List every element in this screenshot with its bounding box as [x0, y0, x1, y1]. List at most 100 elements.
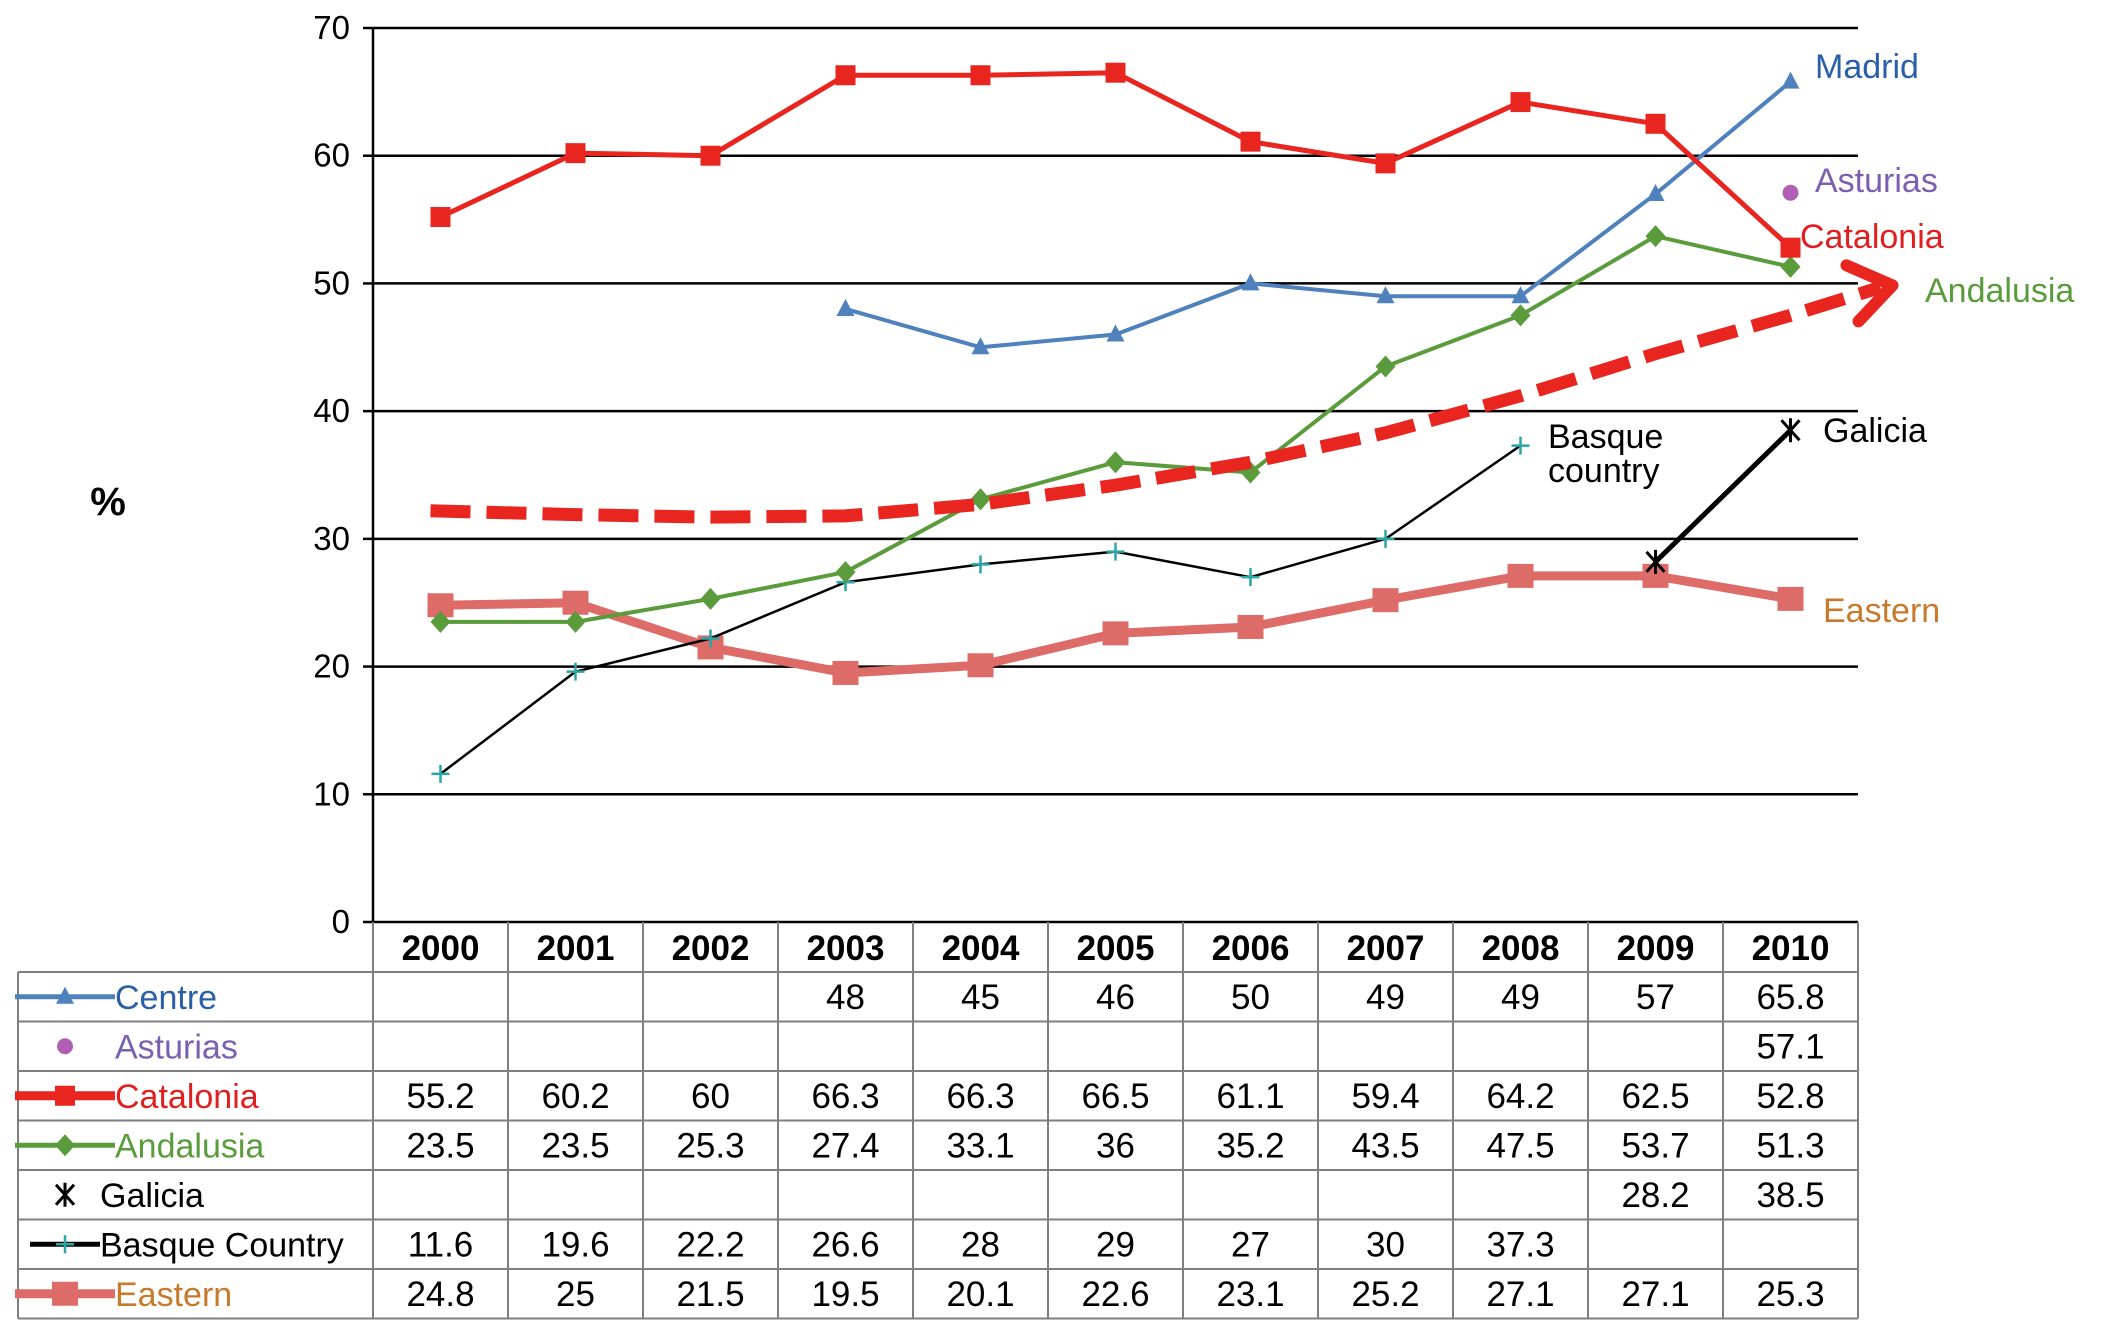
table-header-year: 2004	[942, 929, 1020, 968]
series-layer	[427, 62, 1804, 783]
marker-square	[1510, 92, 1531, 113]
table-cell: 53.7	[1621, 1126, 1689, 1165]
table-cell: 11.6	[408, 1225, 474, 1264]
marker-square	[1645, 113, 1666, 134]
marker-square	[1777, 586, 1804, 611]
table-cell: 47.5	[1486, 1126, 1554, 1165]
table-cell: 43.5	[1351, 1126, 1419, 1165]
table-cell: 29	[1096, 1225, 1135, 1264]
table-header-year: 2006	[1212, 929, 1290, 968]
table-cell: 60	[691, 1077, 730, 1116]
marker-triangle	[1781, 71, 1800, 89]
marker-diamond	[430, 610, 451, 633]
marker-triangle	[1646, 184, 1665, 202]
marker-square	[967, 653, 994, 678]
marker-plus	[56, 1235, 74, 1254]
marker-square	[1780, 237, 1801, 258]
legend-marker	[57, 1038, 73, 1055]
y-tick-label: 40	[313, 392, 350, 429]
table-cell: 24.8	[406, 1275, 474, 1314]
table-header-year: 2003	[807, 929, 885, 968]
table-row-label: Catalonia	[115, 1078, 259, 1116]
marker-square	[970, 65, 991, 86]
marker-square	[1102, 621, 1129, 646]
y-tick-label: 50	[313, 264, 350, 301]
table-header-year: 2008	[1482, 929, 1560, 968]
marker-asterisk	[1645, 549, 1666, 574]
table-cell: 60.2	[541, 1077, 609, 1116]
table-cell: 62.5	[1621, 1077, 1689, 1116]
marker-triangle	[1241, 273, 1260, 291]
table-header-year: 2005	[1077, 929, 1155, 968]
table-cell: 55.2	[406, 1077, 474, 1116]
table-header-year: 2009	[1617, 929, 1695, 968]
table-cell: 46	[1096, 978, 1135, 1017]
table-cell: 30	[1366, 1225, 1405, 1264]
table-row-label: Centre	[115, 979, 217, 1017]
table-cell: 50	[1231, 978, 1270, 1017]
table-cell: 28	[961, 1225, 1000, 1264]
marker-diamond	[565, 610, 586, 633]
table-cell: 66.3	[946, 1077, 1014, 1116]
marker-square	[55, 1085, 75, 1106]
table-cell: 23.5	[541, 1126, 609, 1165]
marker-square	[835, 65, 856, 86]
table-header-year: 2010	[1752, 929, 1830, 968]
marker-diamond	[700, 587, 721, 610]
marker-diamond	[1510, 304, 1531, 327]
series-line	[439, 70, 1793, 250]
marker-square	[52, 1281, 78, 1306]
table-cell: 27.1	[1621, 1275, 1689, 1314]
trend-arrow	[430, 259, 1899, 524]
series-andalusia	[430, 225, 1801, 633]
marker-diamond	[1375, 355, 1396, 378]
y-axis-label: %	[90, 480, 126, 524]
marker-diamond	[1780, 255, 1801, 278]
y-tick-label: 20	[313, 648, 350, 685]
y-tick-label: 30	[313, 520, 350, 557]
table-header-year: 2001	[537, 929, 615, 968]
end-label-galicia: Galicia	[1823, 412, 1927, 450]
table-cell: 52.8	[1756, 1077, 1824, 1116]
marker-plus	[1376, 529, 1395, 548]
end-label-basque-country: country	[1548, 452, 1660, 490]
table-cell: 25	[556, 1275, 595, 1314]
trend-arrowhead	[1840, 259, 1899, 328]
marker-plus	[1106, 542, 1125, 561]
y-tick-label: 60	[313, 137, 350, 174]
table-cell: 20.1	[946, 1275, 1014, 1314]
table-cell: 38.5	[1756, 1176, 1824, 1215]
marker-square	[1372, 588, 1399, 613]
marker-plus	[1241, 568, 1260, 587]
marker-plus	[431, 764, 450, 783]
legend-key-asturias	[57, 1038, 73, 1055]
end-label-centre: Madrid	[1815, 48, 1919, 86]
series-centre	[836, 71, 1800, 355]
marker-diamond	[55, 1134, 75, 1157]
table-cell: 66.5	[1081, 1077, 1149, 1116]
table-cell: 65.8	[1756, 978, 1824, 1017]
marker-square	[430, 207, 451, 228]
table-cell: 35.2	[1216, 1126, 1284, 1165]
marker-triangle	[1376, 286, 1395, 304]
marker-square	[1375, 153, 1396, 174]
table-cell: 19.6	[541, 1225, 609, 1264]
table-cell: 57	[1636, 978, 1675, 1017]
table-row-label: Basque Country	[100, 1226, 344, 1264]
table-cell: 51.3	[1756, 1126, 1824, 1165]
series-catalonia	[430, 62, 1801, 258]
trend-line	[430, 281, 1883, 524]
marker-square	[700, 145, 721, 166]
table-row-label: Asturias	[115, 1028, 238, 1066]
series-galicia	[1645, 418, 1801, 574]
table-cell: 26.6	[811, 1225, 879, 1264]
marker-plus	[1511, 436, 1530, 455]
marker-plus	[566, 662, 585, 681]
marker-diamond	[970, 488, 991, 511]
marker-triangle	[836, 298, 855, 316]
legend-key-catalonia	[15, 1085, 115, 1106]
table-cell: 49	[1366, 978, 1405, 1017]
table-cell: 25.2	[1351, 1275, 1419, 1314]
marker-circle	[1782, 184, 1799, 201]
